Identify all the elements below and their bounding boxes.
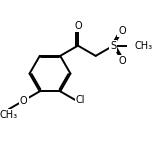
Text: S: S [110, 41, 116, 51]
Text: CH₃: CH₃ [0, 110, 18, 120]
Text: CH₃: CH₃ [135, 41, 152, 51]
Text: O: O [118, 26, 126, 36]
Text: O: O [74, 21, 82, 31]
Text: O: O [20, 95, 28, 105]
Text: O: O [118, 56, 126, 66]
Text: Cl: Cl [76, 95, 85, 105]
